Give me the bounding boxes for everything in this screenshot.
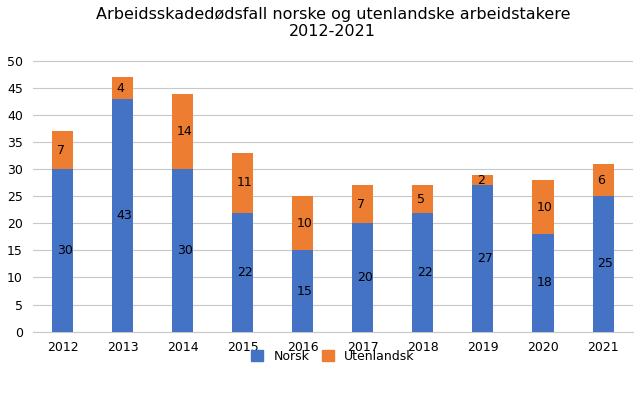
Text: 10: 10 <box>537 201 553 214</box>
Bar <box>353 185 373 223</box>
Bar <box>593 164 614 196</box>
Bar <box>412 212 433 332</box>
Text: 18: 18 <box>537 276 553 289</box>
Bar <box>532 234 554 332</box>
Bar <box>52 169 73 332</box>
Bar <box>232 153 253 212</box>
Text: 11: 11 <box>237 176 253 189</box>
Bar <box>172 169 193 332</box>
Text: 20: 20 <box>357 271 373 284</box>
Bar <box>472 185 493 332</box>
Text: 15: 15 <box>297 285 313 297</box>
Text: 30: 30 <box>57 244 73 257</box>
Text: 25: 25 <box>597 258 613 270</box>
Title: Arbeidsskadedødsfall norske og utenlandske arbeidstakere
2012-2021: Arbeidsskadedødsfall norske og utenlands… <box>95 7 570 39</box>
Bar <box>232 212 253 332</box>
Text: 5: 5 <box>417 193 425 206</box>
Bar <box>172 93 193 169</box>
Bar <box>292 196 314 250</box>
Bar <box>112 77 133 99</box>
Text: 7: 7 <box>57 144 65 157</box>
Text: 22: 22 <box>417 266 433 278</box>
Text: 6: 6 <box>597 174 605 187</box>
Text: 10: 10 <box>297 217 313 230</box>
Text: 14: 14 <box>177 125 193 138</box>
Bar <box>532 180 554 234</box>
Text: 4: 4 <box>117 81 125 95</box>
Text: 22: 22 <box>237 266 253 278</box>
Legend: Norsk, Utenlandsk: Norsk, Utenlandsk <box>246 345 420 368</box>
Bar <box>112 99 133 332</box>
Bar <box>292 250 314 332</box>
Text: 2: 2 <box>477 174 485 187</box>
Bar <box>412 185 433 212</box>
Bar <box>593 196 614 332</box>
Bar <box>353 223 373 332</box>
Text: 7: 7 <box>357 198 365 211</box>
Text: 30: 30 <box>177 244 193 257</box>
Text: 27: 27 <box>477 252 493 265</box>
Bar <box>472 174 493 185</box>
Bar <box>52 131 73 169</box>
Text: 43: 43 <box>117 209 132 222</box>
